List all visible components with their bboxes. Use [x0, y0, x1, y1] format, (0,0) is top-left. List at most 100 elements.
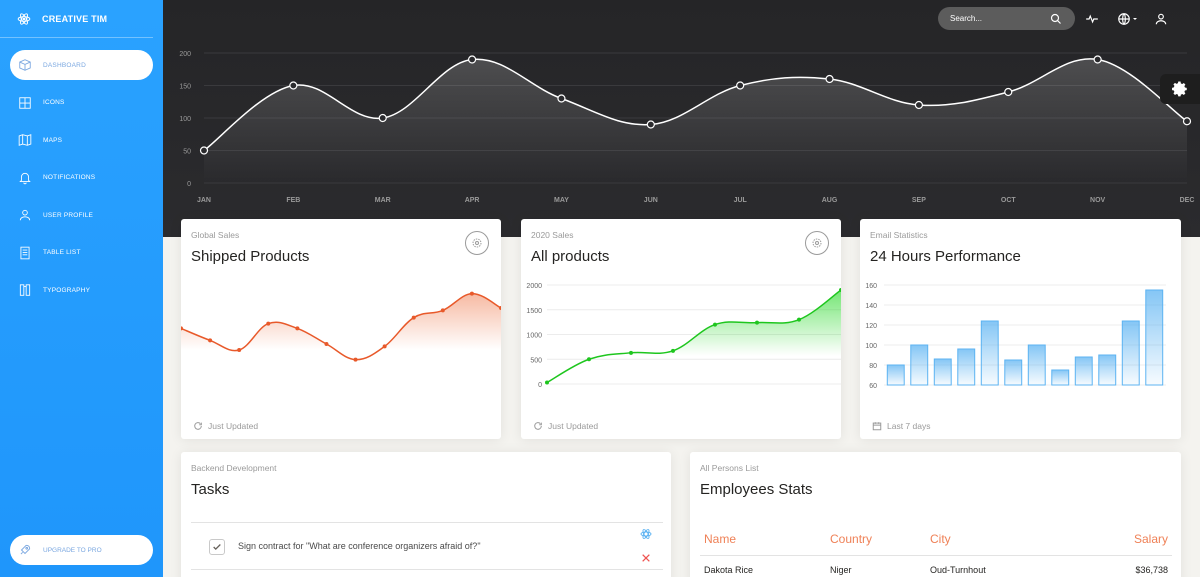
- y-tick-label: 100: [179, 116, 191, 123]
- card-category: Global Sales: [191, 230, 240, 240]
- card-footer-text: Just Updated: [208, 421, 259, 431]
- sidebar-item-label: TABLE LIST: [43, 249, 81, 256]
- y-tick-label: 100: [865, 343, 877, 350]
- task-text: Sign contract for "What are conference o…: [238, 541, 481, 551]
- atom-logo-icon: [17, 12, 31, 25]
- y-tick-label: 50: [183, 149, 191, 156]
- brand-name: CREATIVE TIM: [42, 13, 108, 24]
- sidebar-item-user-profile[interactable]: USER PROFILE: [10, 200, 153, 230]
- activity-icon[interactable]: [1085, 12, 1099, 26]
- globe-icon[interactable]: [1117, 12, 1131, 26]
- x-tick-label: SEP: [912, 197, 926, 204]
- gear-icon: [1172, 81, 1187, 97]
- sidebar-item-table-list[interactable]: TABLE LIST: [10, 238, 153, 268]
- cell-city: Oud-Turnhout: [930, 565, 986, 575]
- data-point: [557, 94, 566, 103]
- card-settings-button[interactable]: [465, 231, 489, 255]
- bar: [980, 320, 999, 386]
- bar: [1098, 354, 1117, 386]
- y-tick-label: 140: [865, 303, 877, 310]
- card-footer-text: Just Updated: [548, 421, 599, 431]
- bar: [933, 358, 952, 386]
- x-tick-label: NOV: [1090, 197, 1106, 204]
- check-icon: [213, 544, 221, 550]
- column-header-city[interactable]: City: [930, 532, 951, 546]
- sidebar-item-label: DASHBOARD: [43, 61, 86, 69]
- data-point: [825, 74, 834, 84]
- data-point: [353, 357, 358, 362]
- tasks-card: Backend Development Tasks Sign contract …: [181, 452, 671, 577]
- data-point: [382, 344, 387, 349]
- data-point: [736, 81, 745, 90]
- card-title: Tasks: [191, 481, 230, 498]
- data-point: [411, 315, 416, 320]
- chevron-down-icon[interactable]: [1131, 12, 1139, 26]
- data-point: [378, 113, 387, 123]
- performance-card: Email Statistics 24 Hours Performance 60…: [860, 219, 1181, 439]
- data-point: [755, 320, 759, 325]
- series-line: [546, 289, 841, 384]
- sidebar-item-typography[interactable]: TYPOGRAPHY: [10, 275, 153, 305]
- user-account-icon[interactable]: [1154, 12, 1168, 26]
- data-point: [289, 81, 298, 90]
- card-footer: Just Updated: [193, 421, 258, 431]
- card-settings-button[interactable]: [805, 231, 829, 255]
- main-panel-header: 0 50 100 150 200 JAN FEB MAR APR MAY JUN JUL AUG SEP O…: [163, 0, 1200, 237]
- monthly-line-chart: 0 50 100 150 200 JAN FEB MAR APR MAY JUN JUL AUG SEP O…: [179, 51, 1195, 204]
- gear-icon: [812, 238, 822, 248]
- all-products-chart: 0 500 1000 1500 2000: [526, 283, 841, 389]
- sidebar-item-maps[interactable]: MAPS: [10, 125, 153, 155]
- x-tick-label: MAY: [554, 197, 569, 204]
- y-tick-label: 1500: [526, 308, 542, 315]
- data-point: [208, 338, 213, 343]
- close-icon[interactable]: [641, 553, 651, 563]
- data-point: [646, 120, 655, 129]
- y-tick-label: 200: [179, 51, 191, 58]
- card-footer-text: Last 7 days: [887, 421, 931, 431]
- y-tick-label: 1000: [526, 333, 542, 340]
- data-point: [629, 350, 633, 355]
- data-point: [467, 55, 477, 64]
- data-point: [1182, 117, 1192, 126]
- settings-button[interactable]: [1160, 74, 1200, 104]
- search-input[interactable]: [950, 14, 1050, 23]
- sidebar-item-dashboard[interactable]: DASHBOARD: [10, 50, 153, 80]
- y-tick-label: 500: [530, 357, 542, 364]
- calendar-icon: [872, 422, 882, 431]
- sidebar-item-icons[interactable]: ICONS: [10, 88, 153, 118]
- refresh-icon: [194, 422, 202, 430]
- column-header-salary[interactable]: Salary: [1133, 532, 1168, 546]
- series-line: [203, 58, 1188, 152]
- column-header-name[interactable]: Name: [704, 532, 737, 546]
- search-bar[interactable]: [938, 7, 1075, 30]
- sidebar-item-label: TYPOGRAPHY: [43, 286, 91, 294]
- data-point: [1093, 55, 1102, 64]
- cell-salary: $36,738: [1135, 565, 1168, 575]
- brand[interactable]: CREATIVE TIM: [0, 0, 153, 38]
- search-icon[interactable]: [1050, 13, 1062, 25]
- x-tick-label: APR: [465, 197, 480, 204]
- list-icon: [20, 246, 30, 259]
- y-tick-label: 0: [187, 181, 191, 188]
- sidebar-nav: DASHBOARD ICONS MAPS NOTIFICATIONS USER …: [0, 50, 163, 305]
- sidebar-item-notifications[interactable]: NOTIFICATIONS: [10, 163, 153, 193]
- task-checkbox[interactable]: [209, 539, 225, 555]
- data-point: [469, 291, 474, 296]
- y-tick-label: 160: [865, 283, 877, 290]
- card-category: Backend Development: [191, 463, 277, 473]
- x-tick-label: AUG: [822, 197, 838, 204]
- edit-icon[interactable]: [640, 528, 652, 540]
- x-tick-label: JUN: [644, 197, 658, 204]
- series-line: [181, 292, 501, 361]
- column-header-country[interactable]: Country: [830, 532, 873, 546]
- data-point: [914, 100, 924, 110]
- bell-icon: [19, 172, 31, 184]
- data-point: [181, 326, 183, 331]
- x-tick-label: DEC: [1180, 197, 1195, 204]
- y-tick-label: 120: [865, 323, 877, 330]
- upgrade-button[interactable]: UPGRADE TO PRO: [10, 535, 153, 565]
- book-icon: [19, 284, 31, 296]
- sidebar-item-label: ICONS: [43, 99, 65, 106]
- data-point: [266, 321, 271, 326]
- cell-name: Dakota Rice: [704, 565, 754, 575]
